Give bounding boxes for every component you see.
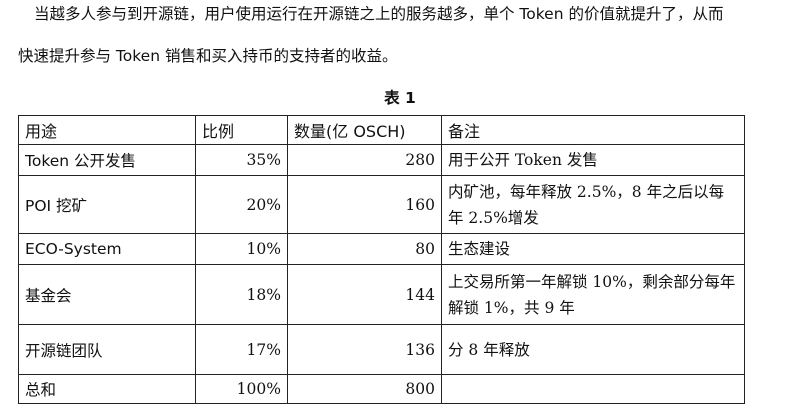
cell-ratio: 35% (195, 144, 288, 176)
cell-note: 生态建设 (441, 233, 745, 265)
cell-use: POI 挖矿 (18, 175, 196, 234)
cell-ratio: 100% (195, 374, 288, 404)
cell-note (441, 374, 745, 404)
cell-amount: 800 (287, 374, 442, 404)
cell-ratio: 17% (195, 324, 288, 375)
table-row: POI 挖矿 20% 160 内矿池，每年释放 2.5%，8 年之后以每年 2.… (18, 175, 745, 234)
table-row: Token 公开发售 35% 280 用于公开 Token 发售 (18, 144, 745, 176)
cell-amount: 280 (287, 144, 442, 176)
header-note: 备注 (441, 115, 745, 145)
cell-ratio: 10% (195, 233, 288, 265)
cell-use: Token 公开发售 (18, 144, 196, 176)
table-header-row: 用途 比例 数量(亿 OSCH) 备注 (18, 115, 745, 145)
cell-amount: 80 (287, 233, 442, 265)
cell-note: 分 8 年释放 (441, 324, 745, 375)
token-allocation-table: 用途 比例 数量(亿 OSCH) 备注 Token 公开发售 35% 280 用… (18, 115, 745, 404)
table-row: ECO-System 10% 80 生态建设 (18, 233, 745, 265)
cell-amount: 136 (287, 324, 442, 375)
table-row-total: 总和 100% 800 (18, 374, 745, 404)
cell-ratio: 20% (195, 175, 288, 234)
header-amount: 数量(亿 OSCH) (287, 115, 442, 145)
cell-amount: 160 (287, 175, 442, 234)
cell-note: 内矿池，每年释放 2.5%，8 年之后以每年 2.5%增发 (441, 175, 745, 234)
table-row: 基金会 18% 144 上交易所第一年解锁 10%，剩余部分每年解锁 1%，共 … (18, 264, 745, 325)
cell-ratio: 18% (195, 264, 288, 325)
cell-use: 总和 (18, 374, 196, 404)
cell-use: 开源链团队 (18, 324, 196, 375)
header-use: 用途 (18, 115, 196, 145)
table-caption: 表 1 (384, 89, 416, 107)
cell-note: 用于公开 Token 发售 (441, 144, 745, 176)
paragraph-line-2: 快速提升参与 Token 销售和买入持币的支持者的收益。 (18, 47, 398, 65)
paragraph-line-1: 当越多人参与到开源链，用户使用运行在开源链之上的服务越多，单个 Token 的价… (34, 5, 724, 23)
cell-use: 基金会 (18, 264, 196, 325)
header-ratio: 比例 (195, 115, 288, 145)
cell-use: ECO-System (18, 233, 196, 265)
table-row: 开源链团队 17% 136 分 8 年释放 (18, 324, 745, 375)
cell-note: 上交易所第一年解锁 10%，剩余部分每年解锁 1%，共 9 年 (441, 264, 745, 325)
cell-amount: 144 (287, 264, 442, 325)
